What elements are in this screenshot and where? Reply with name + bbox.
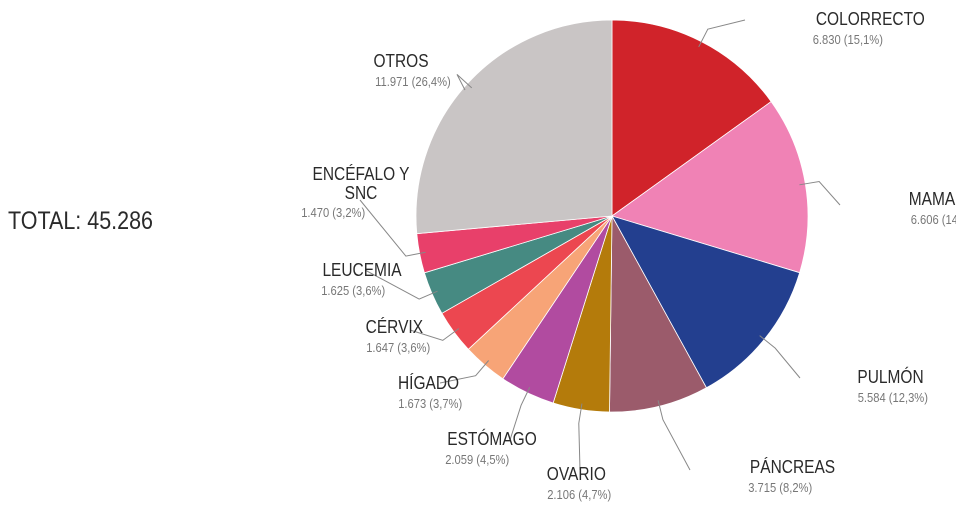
slice-label: ESTÓMAGO: [447, 429, 537, 449]
slice-value: 1.470 (3,2%): [301, 205, 366, 220]
slice-label: OVARIO: [546, 464, 606, 484]
slice-value: 11.971 (26,4%): [375, 74, 451, 89]
leader-line: [657, 400, 691, 471]
leader-line: [578, 403, 583, 471]
slice-value: 6.606 (14,6%): [910, 212, 956, 227]
total-label: TOTAL: 45.286: [8, 207, 154, 235]
leader-line: [359, 199, 426, 257]
slice-value: 2.059 (4,5%): [445, 452, 510, 467]
leader-line: [509, 387, 531, 441]
slice-value: 1.625 (3,6%): [321, 283, 386, 298]
slice-label: COLORRECTO: [815, 9, 925, 29]
leader-line: [759, 335, 801, 379]
slice-label: ENCÉFALO Y SNC: [312, 164, 410, 203]
slice-value: 2.106 (4,7%): [547, 487, 612, 502]
pie-slice: [415, 19, 613, 235]
slice-value: 1.673 (3,7%): [398, 396, 463, 411]
slice-label: PULMÓN: [857, 367, 924, 387]
slice-value: 5.584 (12,3%): [857, 390, 928, 405]
leader-line: [409, 328, 460, 341]
leader-line: [698, 19, 746, 48]
slice-value: 3.715 (8,2%): [748, 480, 813, 495]
slice-label: CÉRVIX: [365, 317, 424, 337]
leader-line: [799, 180, 841, 206]
leader-line: [364, 269, 438, 300]
slice-label: OTROS: [373, 51, 429, 71]
leader-line: [456, 73, 473, 91]
slice-label: PÁNCREAS: [749, 457, 836, 477]
slice-value: 1.647 (3,6%): [366, 340, 431, 355]
slice-label: LEUCEMIA: [322, 260, 402, 280]
slice-value: 6.830 (15,1%): [812, 32, 883, 47]
slice-label: MAMA: [908, 189, 956, 209]
leader-line: [439, 360, 490, 384]
slice-label: HÍGADO: [397, 373, 460, 393]
